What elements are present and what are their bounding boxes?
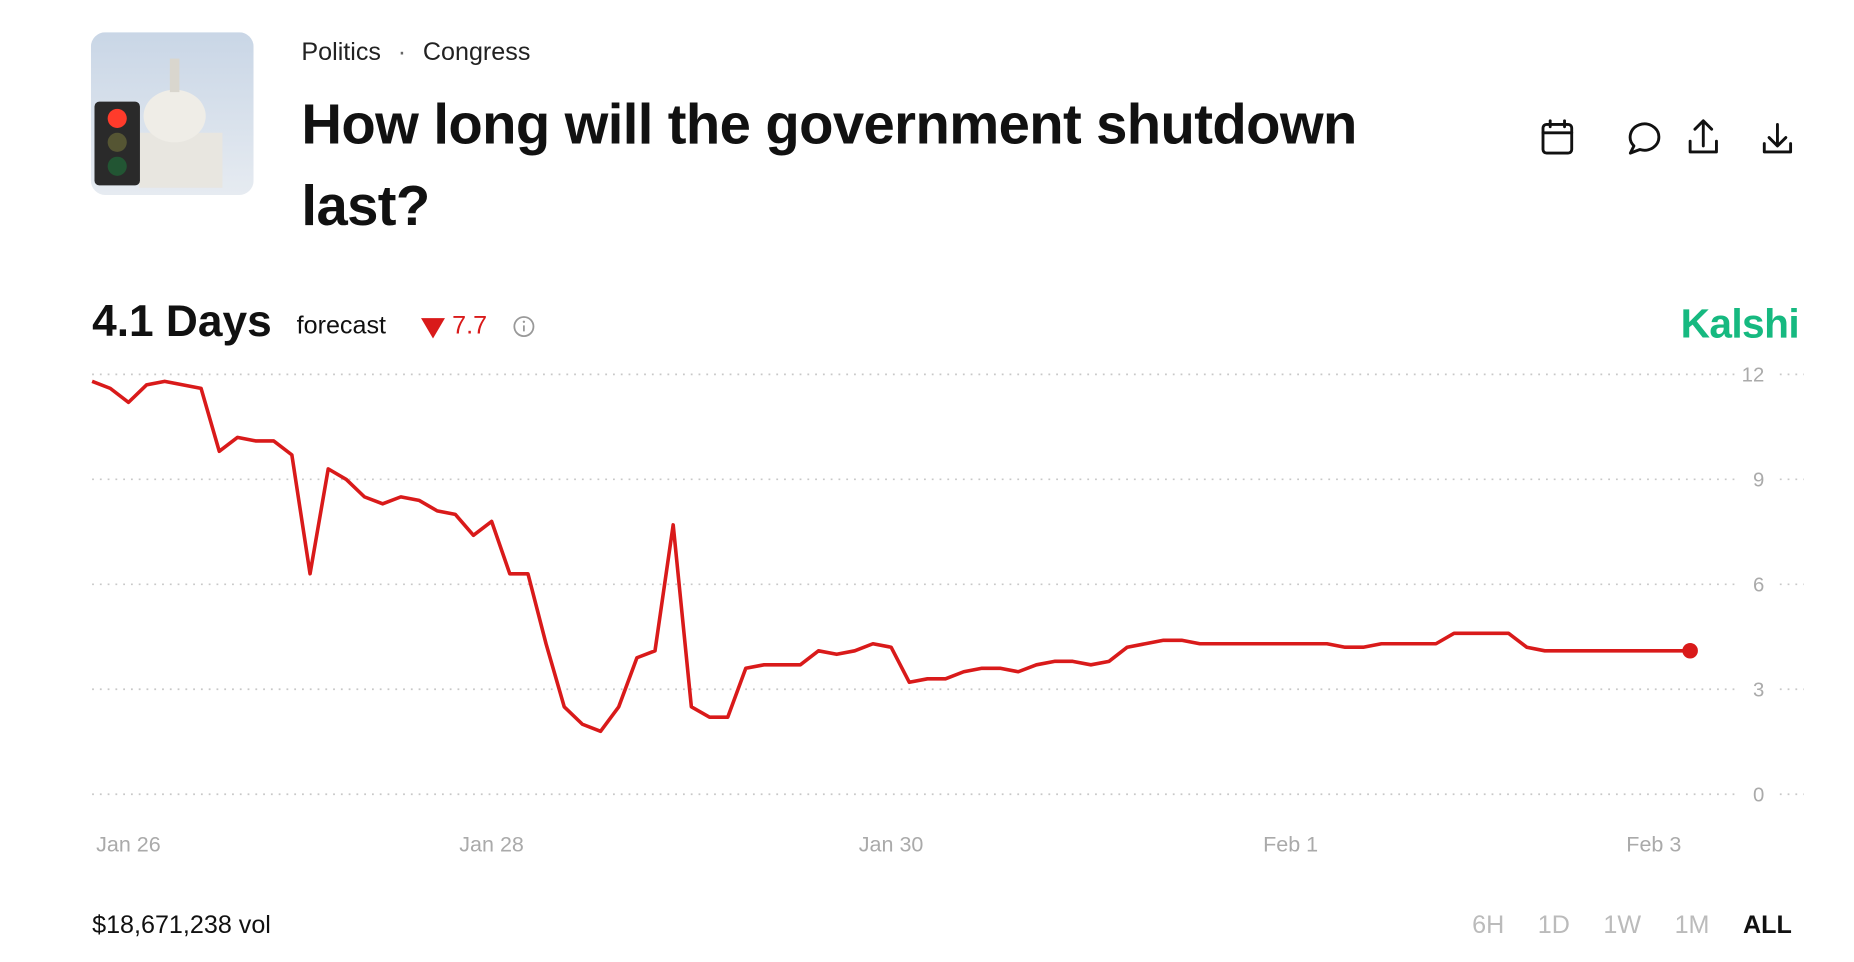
brand: Kalshi bbox=[1680, 301, 1800, 347]
download-icon[interactable] bbox=[1762, 122, 1793, 154]
toolbar bbox=[1541, 119, 1793, 155]
x-tick-label: Jan 26 bbox=[96, 833, 161, 857]
range-button[interactable]: 6H bbox=[1472, 911, 1505, 939]
forecast-label: forecast bbox=[296, 312, 386, 340]
crumb[interactable]: Politics bbox=[301, 38, 382, 66]
x-tick-label: Feb 3 bbox=[1626, 833, 1681, 857]
y-tick-label: 0 bbox=[1753, 784, 1764, 806]
y-tick-label: 6 bbox=[1753, 574, 1764, 596]
line bbox=[91, 379, 1691, 734]
down-arrow bbox=[421, 318, 445, 339]
info-icon[interactable] bbox=[512, 315, 536, 339]
y-tick-label: 12 bbox=[1742, 365, 1765, 387]
range-selector: 6H 1D 1W 1M ALL bbox=[1472, 911, 1792, 940]
chart: 0 3 6 9 12 Jan 26 Jan 28 Jan 30 Feb 1 Feb 3 bbox=[91, 365, 1804, 857]
y-tick-label: 9 bbox=[1753, 470, 1764, 492]
y-tick-label: 3 bbox=[1753, 679, 1764, 701]
x-tick-label: Feb 1 bbox=[1263, 833, 1318, 857]
market-image bbox=[90, 32, 254, 195]
range-button[interactable]: 1M bbox=[1674, 911, 1710, 939]
x-tick-label: Jan 28 bbox=[459, 833, 524, 857]
crumb[interactable]: Congress bbox=[422, 38, 531, 66]
comment-icon[interactable] bbox=[1628, 122, 1661, 155]
breadcrumb: Politics · Congress bbox=[301, 38, 531, 66]
x-tick-label: Jan 30 bbox=[859, 833, 924, 857]
end-point bbox=[1682, 643, 1698, 659]
forecast-change: 7.7 bbox=[452, 312, 488, 340]
share-icon[interactable] bbox=[1688, 119, 1718, 154]
forecast-value: 4.1 Days bbox=[92, 296, 272, 346]
range-button[interactable]: 1W bbox=[1603, 911, 1642, 939]
calendar-icon[interactable] bbox=[1541, 119, 1574, 155]
range-button[interactable]: ALL bbox=[1742, 911, 1792, 939]
range-button[interactable]: 1D bbox=[1537, 911, 1570, 939]
title: How long will the government shutdown la… bbox=[301, 92, 1357, 237]
volume: $18,671,238 vol bbox=[92, 911, 271, 939]
